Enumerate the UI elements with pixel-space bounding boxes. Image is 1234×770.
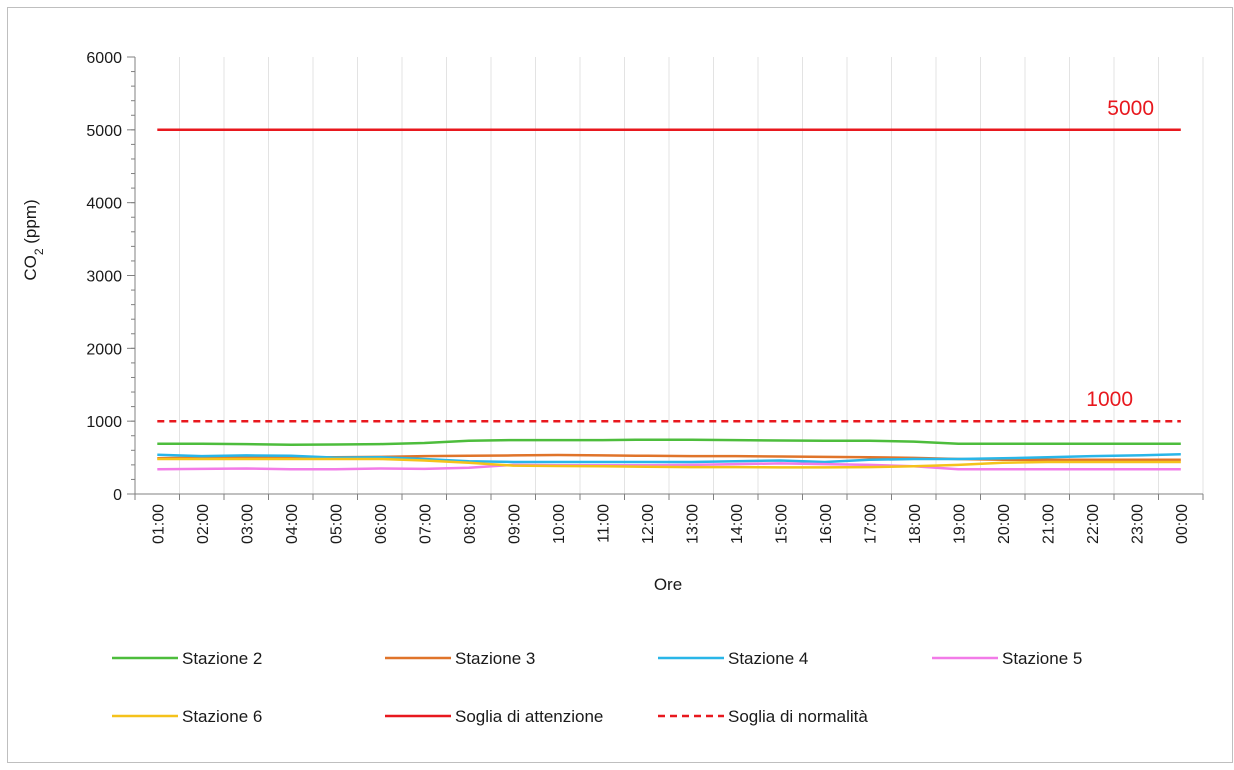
x-tick-label: 20:00 [996,504,1013,544]
x-tick-label: 22:00 [1085,504,1102,544]
legend-label: Stazione 5 [1002,649,1082,668]
legend-label: Soglia di attenzione [455,707,603,726]
x-tick-label: 00:00 [1174,504,1191,544]
x-tick-label: 16:00 [818,504,835,544]
legend-label: Stazione 4 [728,649,808,668]
series-lines [157,128,1181,471]
annotation-5000: 5000 [1107,97,1154,120]
x-tick-label: 04:00 [284,504,301,544]
legend-label: Stazione 3 [455,649,535,668]
y-axis-title: CO2 (ppm) [21,199,46,280]
y-tick-label: 6000 [86,50,122,67]
legend-item: Stazione 5 [932,649,1082,668]
y-tick-label: 0 [113,487,122,504]
x-axis-title: Ore [654,575,682,594]
x-tick-label: 02:00 [195,504,212,544]
legend-label: Soglia di normalità [728,707,868,726]
y-tick-label: 1000 [86,414,122,431]
legend-item: Soglia di attenzione [385,707,603,726]
x-tick-label: 03:00 [239,504,256,544]
x-tick-label: 01:00 [150,504,167,544]
y-tick-label: 4000 [86,196,122,213]
series-line-stazione-5 [157,462,1181,471]
legend-item: Soglia di normalità [658,707,868,726]
axes: 0 1000 2000 3000 4000 5000 6000 01:00 02:00 03:00… [86,50,1204,544]
x-tick-label: 05:00 [328,504,345,544]
legend-label: Stazione 6 [182,707,262,726]
x-tick-label: 17:00 [862,504,879,544]
x-tick-label: 08:00 [462,504,479,544]
y-tick-label: 5000 [86,123,122,140]
x-tick-label: 06:00 [373,504,390,544]
x-tick-label: 18:00 [907,504,924,544]
x-tick-label: 09:00 [506,504,523,544]
x-tick-label: 11:00 [595,504,612,543]
chart-frame [7,7,1233,763]
series-line-stazione-6 [157,457,1181,469]
legend-item: Stazione 4 [658,649,808,668]
x-tick-label: 19:00 [951,504,968,544]
legend-item: Stazione 3 [385,649,535,668]
y-tick-label: 3000 [86,269,122,286]
series-line-stazione-4 [157,453,1181,464]
threshold-annotations: 5000 1000 [1086,97,1154,411]
x-tick-label: 15:00 [773,504,790,544]
annotation-1000: 1000 [1086,388,1133,411]
x-tick-label: 12:00 [640,504,657,544]
x-tick-label: 23:00 [1129,504,1146,544]
y-tick-label: 2000 [86,341,122,358]
vertical-gridlines [179,57,1204,494]
x-tick-label: 14:00 [729,504,746,544]
x-tick-label: 21:00 [1040,504,1057,544]
series-line-stazione-2 [157,438,1181,447]
legend-item: Stazione 6 [112,707,262,726]
x-tick-label: 13:00 [684,504,701,544]
legend-item: Stazione 2 [112,649,262,668]
legend: Stazione 2 Stazione 3 Stazione 4 Stazione 5… [112,649,1082,726]
x-tick-label: 07:00 [417,504,434,544]
legend-label: Stazione 2 [182,649,262,668]
x-tick-label: 10:00 [551,504,568,544]
